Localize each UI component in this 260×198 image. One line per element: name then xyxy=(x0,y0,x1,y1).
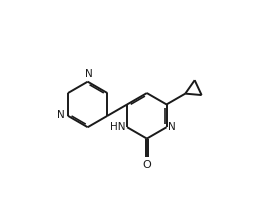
Text: HN: HN xyxy=(110,122,126,132)
Text: N: N xyxy=(57,110,65,120)
Text: O: O xyxy=(142,160,151,170)
Text: N: N xyxy=(85,69,93,79)
Text: N: N xyxy=(168,122,176,132)
